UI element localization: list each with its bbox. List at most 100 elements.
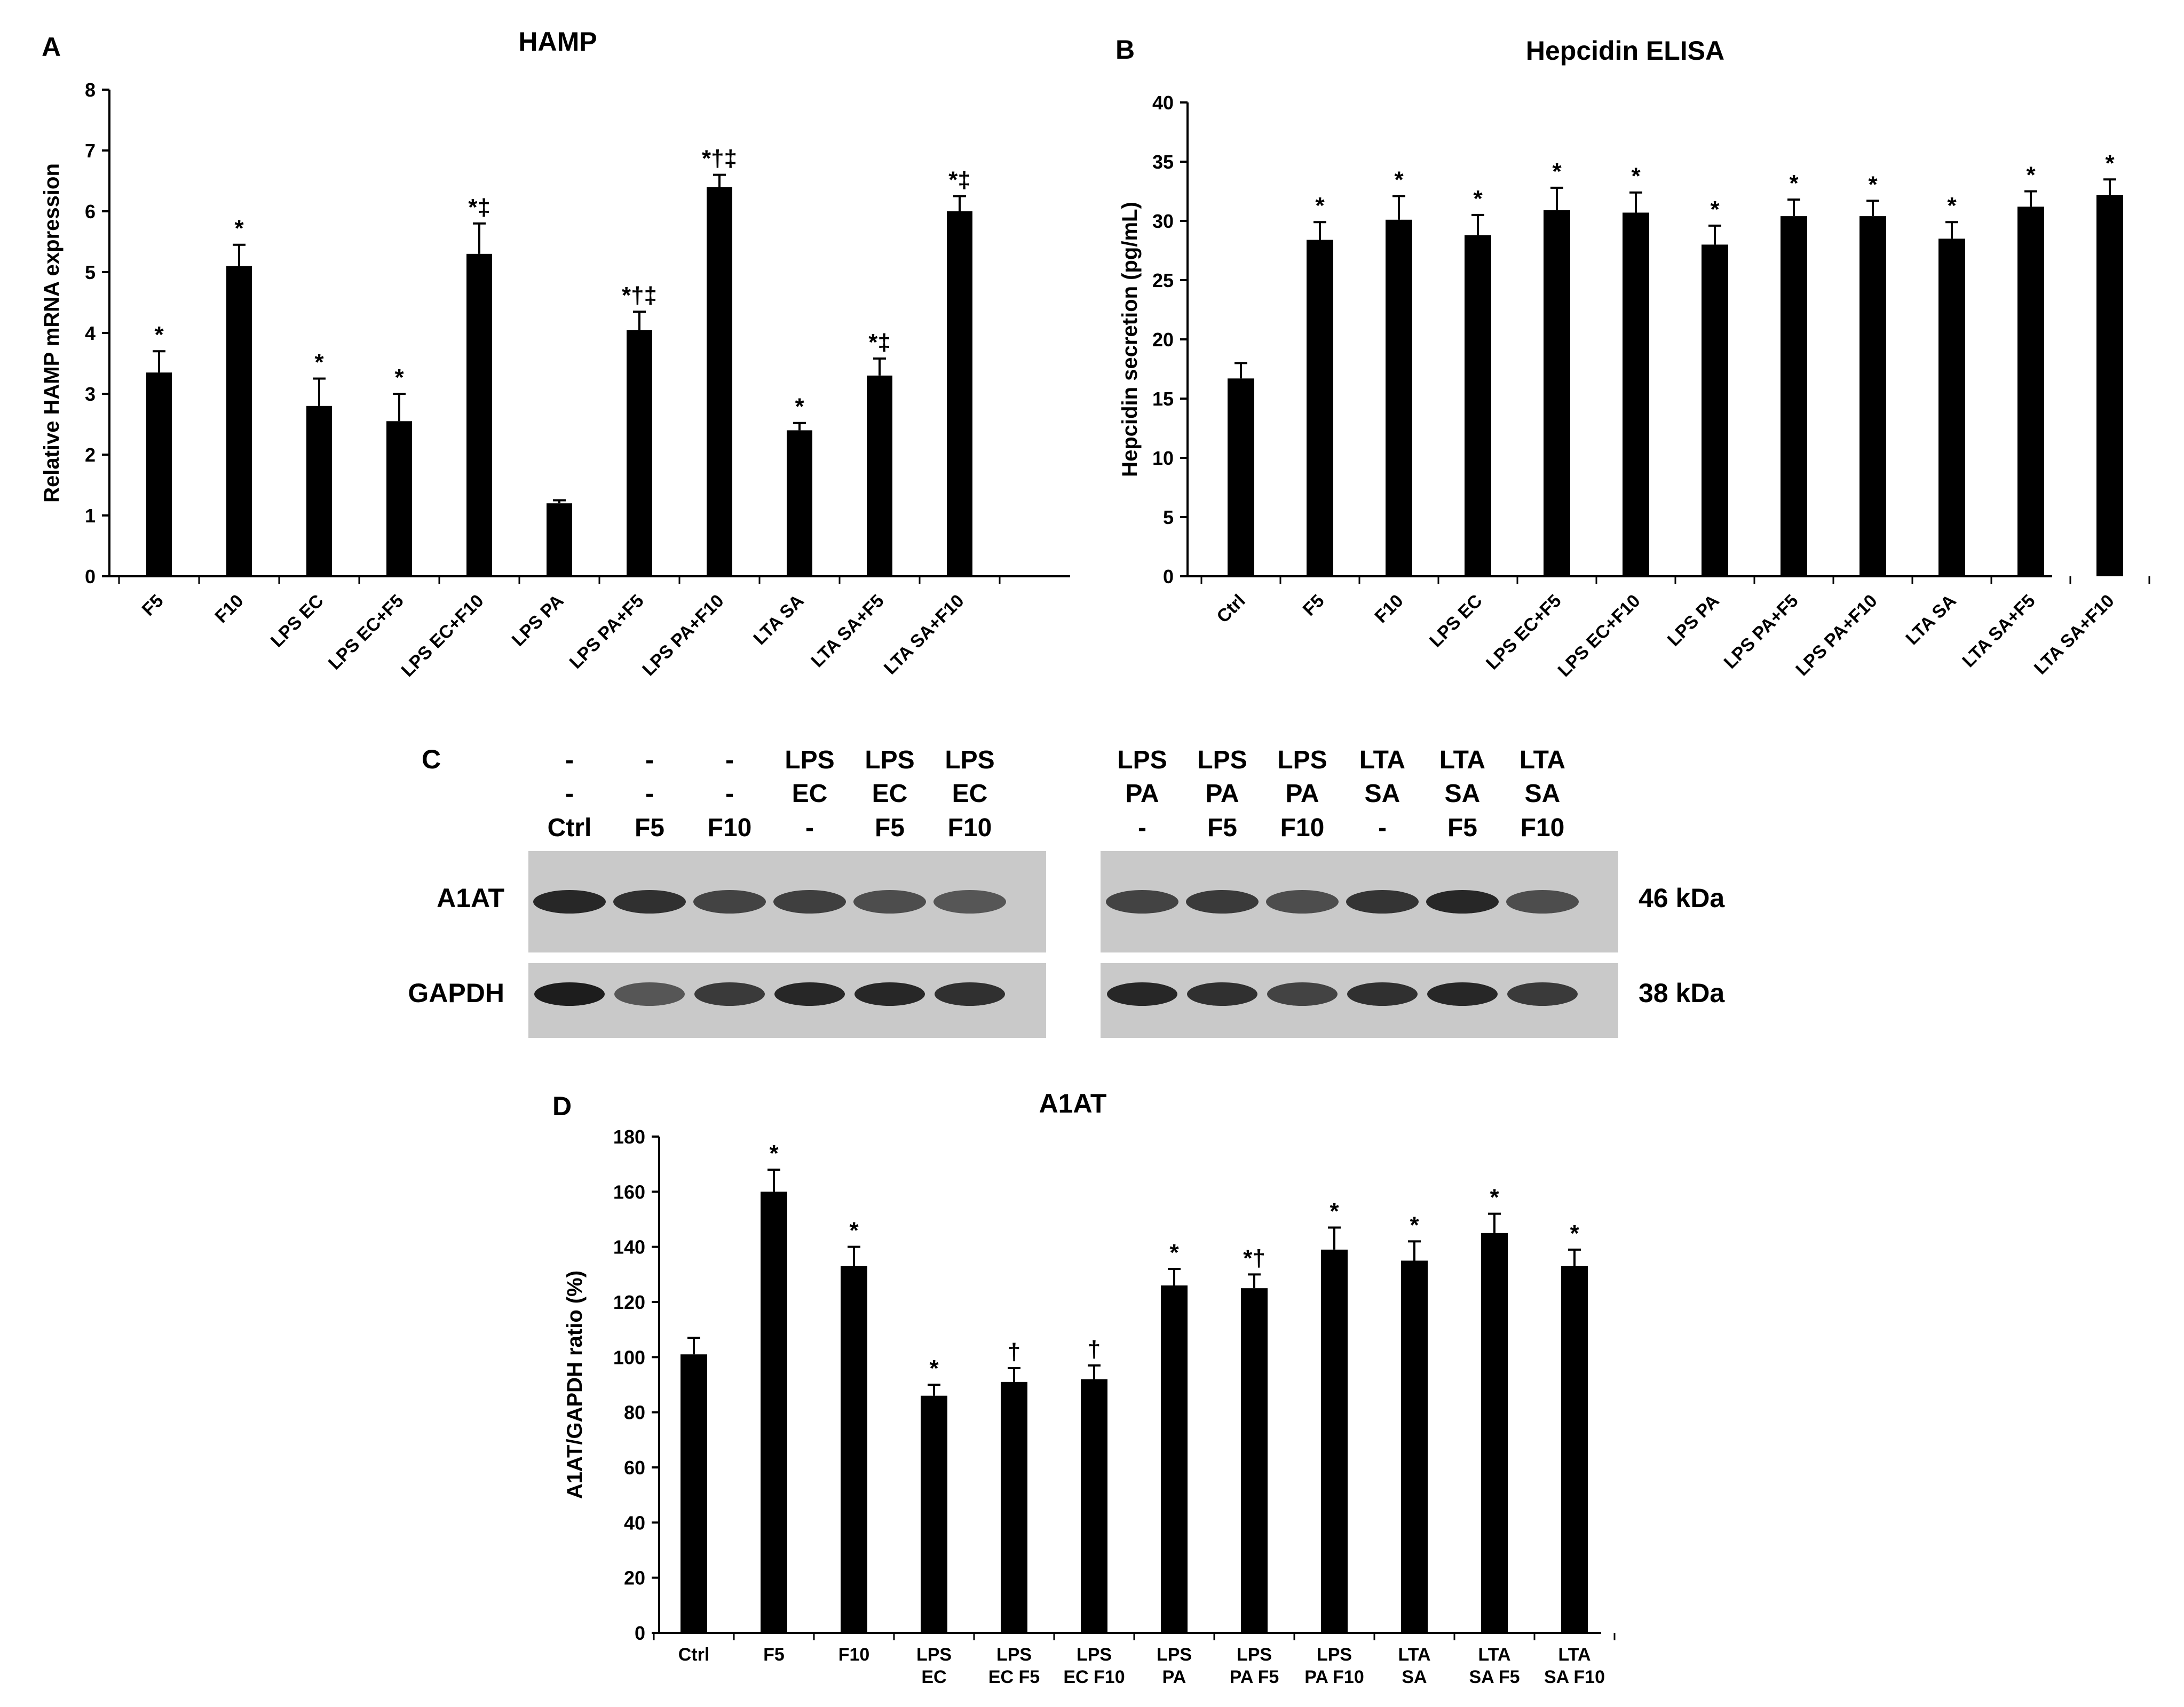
gapdh-band — [1267, 982, 1338, 1006]
significance-marker: * — [154, 322, 164, 348]
x-tick-label: LPS PA+F5 — [566, 591, 648, 673]
gapdh-band — [1107, 982, 1177, 1006]
bar — [1241, 1288, 1268, 1633]
y-tick-label: 160 — [613, 1181, 645, 1203]
x-tick-label: PA — [1162, 1667, 1186, 1687]
a1at-band — [853, 890, 926, 914]
x-tick-label: F5 — [763, 1645, 785, 1665]
y-tick-label: 40 — [1152, 92, 1174, 114]
x-tick-label: LPS PA+F10 — [638, 591, 727, 680]
x-tick-label: LPS EC+F5 — [1482, 591, 1565, 674]
x-tick-label: LTA — [1558, 1645, 1590, 1665]
blot-right-header-label: LPS — [1277, 746, 1327, 774]
bar — [707, 187, 732, 576]
blot-left-header-label: - — [725, 780, 734, 808]
y-tick-label: 6 — [85, 201, 96, 223]
y-tick-label: 30 — [1152, 210, 1174, 232]
significance-marker: * — [1789, 170, 1799, 196]
x-tick-label: LPS — [1237, 1645, 1272, 1665]
blot-left-header-label: F10 — [948, 814, 992, 842]
significance-marker: *†‡ — [702, 146, 737, 172]
a1at-band — [1346, 890, 1419, 914]
blot-left-header-label: LPS — [785, 746, 834, 774]
chart-b-hepcidin-elisa: Hepcidin ELISA Hepcidin secretion (pg/mL)… — [1118, 36, 2150, 681]
y-tick-label: 120 — [613, 1291, 645, 1313]
x-tick-label: F5 — [138, 591, 168, 620]
chart-title: A1AT — [1039, 1089, 1107, 1118]
x-tick-label: LPS — [1317, 1645, 1352, 1665]
blot-left-header-label: - — [565, 746, 574, 774]
x-tick-label: PA F5 — [1230, 1667, 1279, 1687]
bar — [1481, 1233, 1508, 1633]
blot-left-header-label: F5 — [875, 814, 905, 842]
y-tick-label: 4 — [85, 322, 96, 344]
x-tick-label: SA — [1402, 1667, 1427, 1687]
x-tick-label: LPS — [996, 1645, 1032, 1665]
y-axis-label: Relative HAMP mRNA expression — [40, 163, 64, 503]
blot-row-label-gapdh: GAPDH — [408, 978, 504, 1008]
bar — [841, 1266, 867, 1633]
x-tick-label: LPS EC+F10 — [1554, 591, 1644, 681]
bar — [1161, 1285, 1188, 1633]
gapdh-band — [935, 982, 1005, 1006]
a1at-band — [533, 890, 606, 914]
bar — [1307, 240, 1333, 576]
bar — [466, 253, 492, 576]
y-tick-label: 0 — [85, 566, 96, 587]
x-tick-label: LTA — [1398, 1645, 1430, 1665]
x-tick-label: LTA SA — [1902, 591, 1960, 649]
blot-right-header-label: LTA — [1520, 746, 1565, 774]
y-tick-label: 40 — [624, 1512, 645, 1534]
blot-left-header-label: EC — [872, 780, 908, 808]
blot-left-header-label: EC — [952, 780, 988, 808]
a1at-band — [933, 890, 1006, 914]
x-tick-label: Ctrl — [678, 1645, 710, 1665]
significance-marker: * — [2105, 150, 2115, 176]
y-axis-label: A1AT/GAPDH ratio (%) — [563, 1271, 587, 1499]
blot-left-header-label: - — [645, 746, 654, 774]
x-tick-label: PA F10 — [1304, 1667, 1364, 1687]
significance-marker: * — [1169, 1240, 1179, 1266]
bar — [1001, 1382, 1027, 1633]
x-tick-label: Ctrl — [1213, 591, 1249, 627]
x-tick-label: LPS — [916, 1645, 952, 1665]
gapdh-band — [1427, 982, 1498, 1006]
western-blot-panel: - - - LPS LPS LPS - - - EC EC EC Ctrl F5 F10 - F5 F10 LPS L… — [408, 746, 1725, 1038]
significance-marker: † — [1088, 1336, 1101, 1362]
panel-a-letter: A — [42, 32, 61, 62]
blot-mw-38kda: 38 kDa — [1639, 978, 1725, 1008]
gapdh-band — [694, 982, 765, 1006]
a1at-band — [773, 890, 846, 914]
y-tick-label: 8 — [85, 79, 96, 101]
y-tick-label: 15 — [1152, 388, 1174, 410]
gapdh-band — [774, 982, 845, 1006]
significance-marker: * — [1490, 1185, 1499, 1211]
blot-left-header-label: - — [805, 814, 814, 842]
y-tick-label: 2 — [85, 444, 96, 466]
y-tick-label: 7 — [85, 140, 96, 162]
x-tick-label: LPS PA — [508, 591, 568, 650]
a1at-band — [1266, 890, 1339, 914]
chart-title: HAMP — [518, 27, 597, 57]
x-tick-label: LTA — [1478, 1645, 1510, 1665]
blot-left-header-label: F5 — [635, 814, 664, 842]
gapdh-band — [1187, 982, 1257, 1006]
bar — [1623, 212, 1649, 577]
y-tick-label: 5 — [85, 261, 96, 283]
bar — [761, 1192, 787, 1633]
significance-marker: * — [314, 350, 324, 376]
x-tick-label: LPS — [1157, 1645, 1192, 1665]
bar — [2017, 207, 2044, 576]
a1at-band — [1186, 890, 1259, 914]
x-tick-label: LPS EC — [267, 591, 328, 652]
blot-right-header-label: LTA — [1439, 746, 1485, 774]
blot-right-header-label: PA — [1285, 780, 1319, 808]
significance-marker: * — [929, 1355, 939, 1382]
x-tick-label: LPS EC — [1426, 591, 1486, 652]
bar — [2096, 195, 2123, 576]
significance-marker: *†‡ — [622, 282, 657, 308]
blot-left-header-label: F10 — [708, 814, 752, 842]
blot-left-header-label: - — [645, 780, 654, 808]
bar — [146, 372, 172, 576]
a1at-band — [1506, 890, 1579, 914]
